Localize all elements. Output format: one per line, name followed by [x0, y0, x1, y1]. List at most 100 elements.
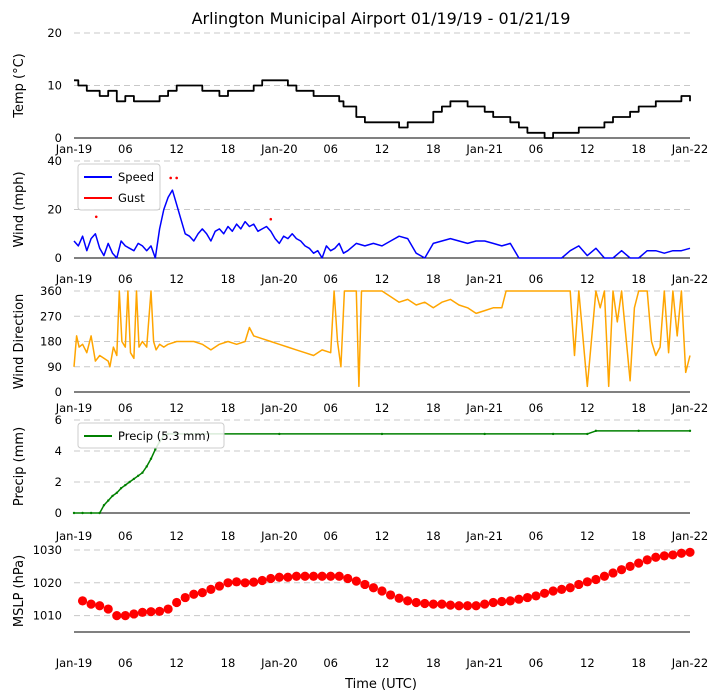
- x-tick-label: 12: [580, 272, 595, 286]
- gust-point: [269, 217, 273, 221]
- x-tick-label: 18: [426, 272, 441, 286]
- mslp-point: [317, 571, 327, 581]
- x-tick-label: 06: [529, 142, 544, 156]
- y-tick-label: 0: [55, 131, 62, 145]
- legend-label: Gust: [118, 191, 145, 205]
- mslp-point: [283, 572, 293, 582]
- mslp-point: [274, 572, 284, 582]
- mslp-point: [685, 547, 695, 557]
- x-tick-label: 06: [529, 656, 544, 670]
- x-tick-label: 06: [529, 529, 544, 543]
- x-tick-label: Jan-22: [671, 656, 709, 670]
- x-tick-label: Jan-19: [55, 529, 93, 543]
- y-tick-label: 2: [55, 475, 62, 489]
- x-tick-label: 06: [323, 142, 338, 156]
- mslp-point: [411, 597, 421, 608]
- mslp-point: [95, 601, 105, 611]
- x-tick-label: 06: [323, 272, 338, 286]
- mslp-point: [129, 609, 139, 619]
- precip-point: [107, 499, 110, 502]
- x-tick-label: 18: [631, 401, 646, 415]
- x-tick-label: 12: [169, 401, 184, 415]
- gust-point: [175, 176, 178, 180]
- panel-1: 0 10 20 Jan-19 06 12 18 Jan-20 06 12 18 Jan-21 06 12 1…: [12, 26, 708, 156]
- precip-point: [145, 465, 148, 468]
- y-tick-label: 90: [47, 360, 62, 374]
- mslp-point: [343, 573, 353, 584]
- x-tick-label: 12: [580, 401, 595, 415]
- x-tick-label: Jan-20: [260, 656, 298, 670]
- mslp-point: [189, 589, 199, 599]
- panel-5: 1010 1020 1030 Jan-19 06 12 18 Jan-20 06 12 18 Jan-…: [12, 543, 708, 670]
- y-axis-label: Precip (mm): [12, 427, 27, 506]
- x-tick-label: 06: [323, 656, 338, 670]
- mslp-point: [676, 548, 687, 558]
- mslp-point: [103, 604, 113, 614]
- precip-point: [89, 511, 93, 515]
- y-tick-label: 1030: [33, 543, 62, 557]
- mslp-point: [599, 571, 610, 581]
- mslp-point: [334, 571, 344, 581]
- mslp-point: [112, 611, 122, 621]
- y-tick-label: 20: [47, 203, 62, 217]
- y-tick-label: 1020: [33, 576, 62, 590]
- panel-2: 0 20 40 Jan-19 06 12 18 Jan-20 06 12 18 Jan-21 06 12 1…: [12, 154, 708, 286]
- x-tick-label: Jan-21: [465, 401, 503, 415]
- y-axis-label: Wind Direction: [12, 294, 27, 390]
- x-tick-label: Jan-20: [260, 401, 298, 415]
- x-tick-label: 12: [580, 656, 595, 670]
- precip-point: [688, 429, 692, 433]
- mslp-point: [634, 558, 644, 568]
- mslp-point: [565, 583, 575, 593]
- x-tick-label: 12: [169, 656, 184, 670]
- x-tick-label: 12: [375, 272, 390, 286]
- y-axis-label: Wind (mph): [12, 171, 27, 247]
- mslp-point: [539, 588, 550, 598]
- x-tick-label: Jan-20: [260, 142, 298, 156]
- x-tick-label: 18: [221, 401, 236, 415]
- x-tick-label: Jan-20: [260, 529, 298, 543]
- panel-4: 0 2 4 6 Jan-19 06 12 18 Jan-20 06 12 18 Jan-21 06 12 18…: [12, 413, 708, 543]
- precip-point: [149, 457, 153, 460]
- x-tick-label: 12: [375, 401, 390, 415]
- y-tick-label: 1010: [33, 609, 62, 623]
- mslp-point: [231, 577, 242, 587]
- panel-3: 0 90 180 270 360 Jan-19 06 12 18 Jan-20 06 12 18 Jan-…: [12, 284, 708, 415]
- x-tick-label: 06: [118, 529, 133, 543]
- x-tick-label: 06: [529, 272, 544, 286]
- x-tick-label: Jan-22: [671, 142, 709, 156]
- x-tick-label: Jan-21: [465, 529, 503, 543]
- mslp-point: [385, 590, 396, 600]
- y-tick-label: 6: [55, 413, 62, 427]
- mslp-point: [642, 555, 652, 565]
- y-tick-label: 180: [40, 335, 62, 349]
- mslp-point: [403, 596, 413, 606]
- x-tick-label: 12: [580, 529, 595, 543]
- x-tick-label: 12: [375, 142, 390, 156]
- mslp-point: [582, 577, 592, 587]
- mslp-point: [368, 583, 379, 593]
- mslp-point: [154, 606, 165, 616]
- mslp-point: [86, 599, 96, 609]
- mslp-point: [223, 578, 233, 588]
- precip-point: [111, 494, 114, 498]
- x-tick-label: Jan-21: [465, 656, 503, 670]
- mslp-point: [360, 579, 370, 590]
- y-tick-label: 10: [47, 79, 62, 93]
- precip-point: [128, 480, 131, 484]
- mslp-point: [137, 607, 148, 617]
- precip-point: [115, 491, 118, 495]
- x-tick-label: 06: [118, 272, 133, 286]
- mslp-point: [505, 596, 515, 606]
- mslp-point: [462, 601, 473, 611]
- mslp-point: [197, 588, 207, 598]
- mslp-point: [120, 611, 130, 621]
- x-tick-label: 18: [631, 142, 646, 156]
- x-tick-label: 06: [323, 529, 338, 543]
- x-tick-label: 18: [221, 272, 236, 286]
- x-tick-label: 12: [169, 272, 184, 286]
- precip-point: [124, 483, 127, 487]
- mslp-point: [240, 578, 250, 588]
- precip-point: [132, 477, 136, 481]
